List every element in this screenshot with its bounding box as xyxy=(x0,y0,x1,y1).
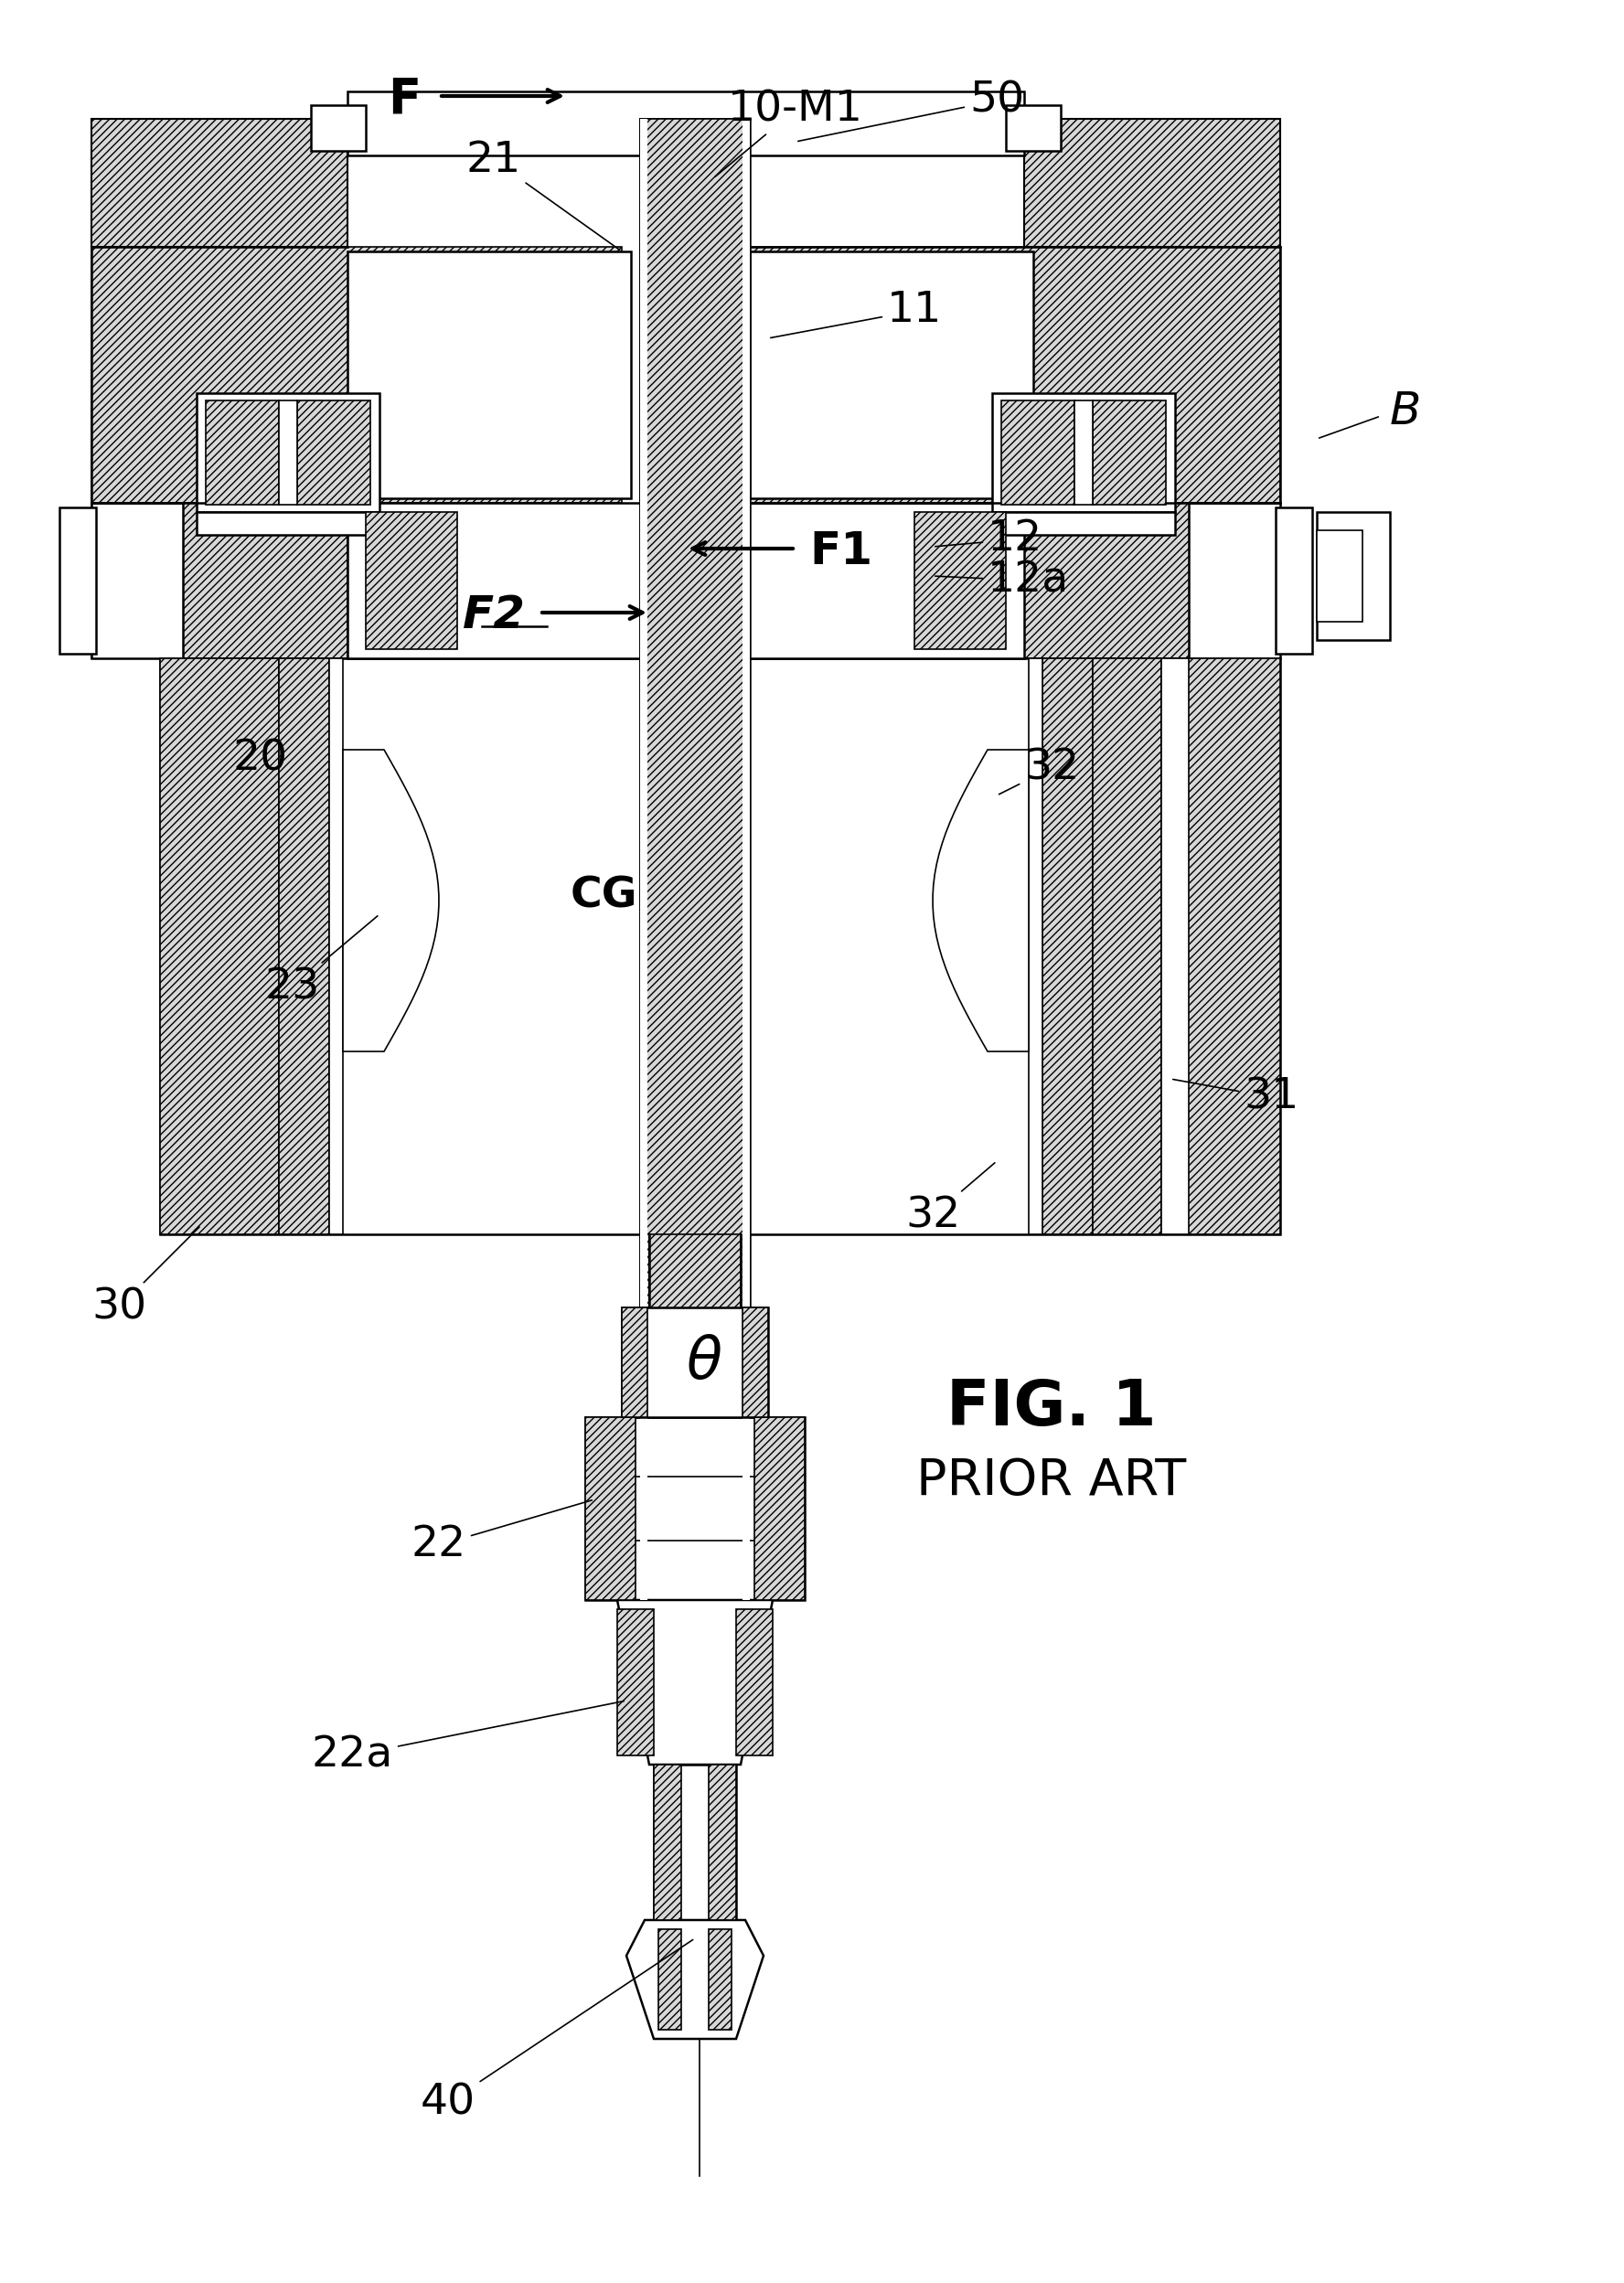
Bar xyxy=(755,1418,804,1600)
Bar xyxy=(1317,530,1363,621)
Bar xyxy=(206,400,279,505)
Bar xyxy=(658,1929,680,2030)
Text: 12: 12 xyxy=(935,518,1043,559)
Bar xyxy=(1161,658,1280,1235)
Bar xyxy=(640,119,750,502)
Bar xyxy=(197,393,380,511)
Bar xyxy=(650,1235,741,1418)
Bar xyxy=(91,502,184,658)
Bar xyxy=(1189,502,1280,658)
Bar xyxy=(742,119,750,1600)
Bar xyxy=(91,502,348,658)
Bar xyxy=(708,1929,731,2030)
Bar xyxy=(1005,105,1060,151)
Bar xyxy=(1002,400,1075,505)
Text: 40: 40 xyxy=(421,1941,693,2123)
Polygon shape xyxy=(932,749,1028,1052)
Bar xyxy=(1025,119,1280,247)
Bar xyxy=(365,511,458,648)
Bar xyxy=(91,119,348,247)
Text: FIG. 1: FIG. 1 xyxy=(947,1377,1156,1438)
Bar xyxy=(992,393,1176,511)
Bar xyxy=(279,658,330,1235)
Bar xyxy=(1275,507,1312,653)
Text: 22: 22 xyxy=(411,1500,591,1566)
Bar xyxy=(1317,511,1390,639)
Text: F1: F1 xyxy=(809,530,872,573)
Text: 31: 31 xyxy=(1173,1078,1299,1119)
Text: CG: CG xyxy=(570,874,637,915)
Bar xyxy=(585,1418,635,1600)
Bar xyxy=(197,511,380,534)
Text: F: F xyxy=(388,75,421,123)
Bar xyxy=(992,511,1176,534)
Bar xyxy=(1093,658,1161,1235)
Bar xyxy=(348,91,1025,155)
Bar xyxy=(654,1765,680,1920)
Bar xyxy=(161,658,279,1235)
Polygon shape xyxy=(617,1600,773,1765)
Bar xyxy=(1025,502,1280,658)
Bar xyxy=(617,1610,654,1756)
Bar xyxy=(708,1765,736,1920)
Bar xyxy=(279,400,297,505)
Text: 21: 21 xyxy=(466,139,620,249)
Bar xyxy=(1043,658,1093,1235)
Text: B: B xyxy=(1390,390,1421,434)
Text: 11: 11 xyxy=(771,290,942,338)
Bar xyxy=(750,251,1033,498)
Bar xyxy=(640,119,750,1600)
Bar xyxy=(640,119,648,1600)
Text: F2: F2 xyxy=(463,594,526,637)
Bar xyxy=(742,1308,768,1418)
Text: 20: 20 xyxy=(234,737,287,779)
Text: 32: 32 xyxy=(905,1162,996,1237)
Bar xyxy=(654,1765,736,1920)
Bar xyxy=(60,507,96,653)
Bar xyxy=(1161,658,1189,1235)
Bar xyxy=(622,1308,648,1418)
Bar xyxy=(585,1418,804,1600)
Bar xyxy=(348,502,1025,658)
Polygon shape xyxy=(627,1920,763,2039)
Text: 23: 23 xyxy=(265,915,377,1009)
Text: 50: 50 xyxy=(797,80,1025,142)
Polygon shape xyxy=(343,749,438,1052)
Text: 32: 32 xyxy=(999,747,1080,794)
Bar xyxy=(161,658,1280,1235)
Bar xyxy=(914,511,1005,648)
Bar xyxy=(1028,658,1043,1235)
Bar xyxy=(750,247,1280,502)
Bar xyxy=(1075,400,1093,505)
Text: 22a: 22a xyxy=(312,1701,624,1776)
Bar xyxy=(330,658,343,1235)
Bar xyxy=(1093,400,1166,505)
Text: $\theta$: $\theta$ xyxy=(685,1333,723,1390)
Bar xyxy=(736,1610,773,1756)
Bar xyxy=(348,251,632,498)
Bar xyxy=(622,1308,768,1418)
Text: PRIOR ART: PRIOR ART xyxy=(916,1457,1187,1507)
Text: 12a: 12a xyxy=(935,559,1069,600)
Bar xyxy=(297,400,370,505)
Bar xyxy=(310,105,365,151)
Bar xyxy=(91,247,622,502)
Text: 10-M1: 10-M1 xyxy=(715,89,862,176)
Text: 30: 30 xyxy=(91,1226,200,1329)
